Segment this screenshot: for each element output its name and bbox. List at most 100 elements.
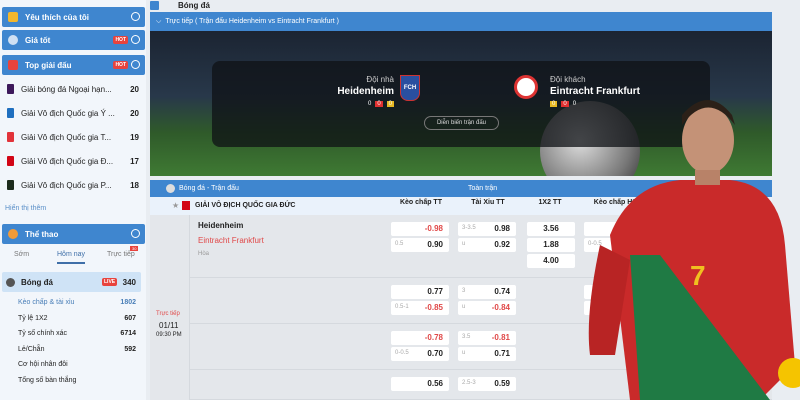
handicap-line: u	[462, 241, 466, 247]
best-price-header[interactable]: Giá tốt HOT	[2, 30, 145, 50]
odds-cell[interactable]: 0-0.5 0.70	[391, 347, 449, 361]
league-logo-icon	[7, 132, 14, 142]
odds-cell[interactable]: -0.98	[391, 222, 449, 236]
market-label: Cơ hội nhân đôi	[18, 361, 68, 368]
market-label: Lẻ/Chẵn	[18, 345, 45, 353]
period-label: Toàn trận	[468, 185, 498, 192]
league-name: Giải Vô địch Quốc gia Ý ...	[21, 108, 115, 118]
market-item[interactable]: Kèo chấp & tài xỉu 1802	[18, 299, 136, 306]
odds-cell-1x2[interactable]: 4.00	[527, 254, 575, 268]
league-count: 19	[130, 132, 139, 142]
away-name: Eintracht Frankfurt	[550, 86, 641, 97]
league-item[interactable]: Giải bóng đá Ngoại hạn... 20	[7, 80, 139, 98]
hot-badge: HOT	[113, 61, 128, 69]
odds-value: 3.56	[543, 224, 559, 233]
odds-cell[interactable]: 0.5-1 -0.85	[391, 301, 449, 315]
favorites-label: Yêu thích của tôi	[25, 12, 90, 22]
football-label: Bóng đá	[21, 277, 53, 287]
chevron-right-icon	[131, 12, 140, 21]
sports-header[interactable]: Thể thao	[2, 224, 145, 244]
away-corners: 0	[572, 101, 577, 107]
league-item[interactable]: Giải Vô địch Quốc gia P... 18	[7, 176, 139, 194]
odds-value: 4.00	[543, 256, 559, 265]
league-name: Giải Vô địch Quốc gia T...	[21, 132, 112, 142]
soccer-ball-icon	[6, 277, 15, 287]
odds-cell-1x2[interactable]: 1.88	[527, 238, 575, 252]
market-item[interactable]: Tỷ số chính xác 6714	[18, 330, 136, 337]
league-item[interactable]: Giải Vô địch Quốc gia T... 19	[7, 128, 139, 146]
league-name: Giải Vô địch Quốc gia P...	[21, 180, 112, 190]
league-item[interactable]: Giải Vô địch Quốc gia Ý ... 20	[7, 104, 139, 122]
league-name: Giải bóng đá Ngoại hạn...	[21, 84, 112, 94]
home-name: Heidenheim	[337, 86, 394, 97]
section-title: Bóng đá - Trận đấu	[179, 185, 239, 192]
handicap-line: u	[462, 304, 466, 310]
handicap-line: 3.5	[462, 334, 471, 340]
away-label: Đội khách	[550, 75, 586, 84]
favorites-header[interactable]: Yêu thích của tôi	[2, 7, 145, 27]
col-over-under: Tài Xỉu TT	[471, 199, 505, 206]
odds-cell-1x2[interactable]: 3.56	[527, 222, 575, 236]
away-team[interactable]: Eintracht Frankfurt	[198, 236, 264, 245]
odds-cell[interactable]: u -0.84	[458, 301, 516, 315]
live-match-bar[interactable]: ⌵ Trực tiếp ( Trận đấu Heidenheim vs Eint…	[150, 12, 772, 31]
odds-cell[interactable]: 3-3.5 0.98	[458, 222, 516, 236]
away-yellow-cards: 0	[550, 101, 558, 107]
match-time: 09:30 PM	[156, 332, 182, 338]
odds-cell[interactable]: 0.77	[391, 285, 449, 299]
chevron-right-icon	[131, 35, 140, 44]
odds-value: 0.92	[494, 240, 510, 249]
section-bar[interactable]: Bóng đá - Trận đấu Toàn trận	[150, 180, 772, 197]
odds-value: -0.85	[424, 303, 443, 312]
back-button[interactable]	[150, 1, 159, 10]
odds-value: 0.70	[427, 349, 443, 358]
main-content: Bóng đá ⌵ Trực tiếp ( Trận đấu Heidenheim…	[150, 0, 800, 400]
col-1x2: 1X2 TT	[538, 199, 562, 206]
sidebar: Yêu thích của tôi Giá tốt HOT Top giải đấ…	[0, 0, 146, 400]
tab-live[interactable]: Trực tiếp	[107, 251, 135, 258]
match-date: 01/11	[159, 321, 179, 330]
odds-cell[interactable]: -0.78	[391, 331, 449, 345]
odds-cell[interactable]: u 0.92	[458, 238, 516, 252]
col-handicap-h1: Kèo chấp H1	[593, 199, 637, 206]
market-item[interactable]: Tổng số bàn thắng	[18, 377, 136, 384]
star-icon[interactable]: ★	[172, 201, 180, 210]
sports-label: Thể thao	[25, 229, 59, 239]
odds-cell[interactable]: 0.56	[391, 377, 449, 391]
odds-cell[interactable]: 2.5-3 0.59	[458, 377, 516, 391]
live-count-badge: 30	[130, 246, 139, 251]
league-count: 17	[130, 156, 139, 166]
sports-icon	[8, 229, 18, 239]
handicap-line: 2.5-3	[462, 380, 476, 386]
home-team[interactable]: Heidenheim	[198, 221, 244, 230]
match-events-button[interactable]: Diễn biến trận đấu	[424, 116, 499, 130]
star-icon	[8, 12, 18, 22]
market-label: Tổng số bàn thắng	[18, 376, 77, 384]
odds-cell[interactable]: 3 0.74	[458, 285, 516, 299]
odds-cell[interactable]: 0.5 0.90	[391, 238, 449, 252]
odds-cell[interactable]: 3.5 -0.81	[458, 331, 516, 345]
sport-football[interactable]: Bóng đá LIVE 340	[2, 272, 141, 292]
market-item[interactable]: Cơ hội nhân đôi	[18, 361, 136, 368]
trophy-icon	[8, 60, 18, 70]
top-leagues-header[interactable]: Top giải đấu HOT	[2, 55, 145, 75]
live-bar-title: Trực tiếp ( Trận đấu Heidenheim vs Eintr…	[165, 18, 339, 25]
tab-early[interactable]: Sớm	[14, 251, 30, 258]
odds-cell[interactable]: u 0.71	[458, 347, 516, 361]
handicap-line: 3-3.5	[462, 225, 476, 231]
odds-value: -0.84	[491, 303, 510, 312]
chat-button[interactable]	[778, 358, 800, 388]
league-logo-icon	[7, 156, 14, 166]
odds-value: 1.88	[543, 240, 559, 249]
odds-value: 0.90	[427, 240, 443, 249]
match-time-cell: Trực tiếp 01/11 09:30 PM	[150, 215, 190, 400]
draw-label: Hòa	[198, 251, 210, 257]
league-name: Giải Vô địch Quốc gia Đ...	[21, 156, 114, 166]
league-item[interactable]: Giải Vô địch Quốc gia Đ... 17	[7, 152, 139, 170]
market-item[interactable]: Tỷ lệ 1X2 607	[18, 315, 136, 322]
tab-today[interactable]: Hôm nay	[57, 251, 86, 264]
market-item[interactable]: Lẻ/Chẵn 592	[18, 346, 136, 353]
odds-value: 0.74	[494, 287, 510, 296]
show-more-link[interactable]: Hiển thị thêm	[5, 205, 47, 212]
